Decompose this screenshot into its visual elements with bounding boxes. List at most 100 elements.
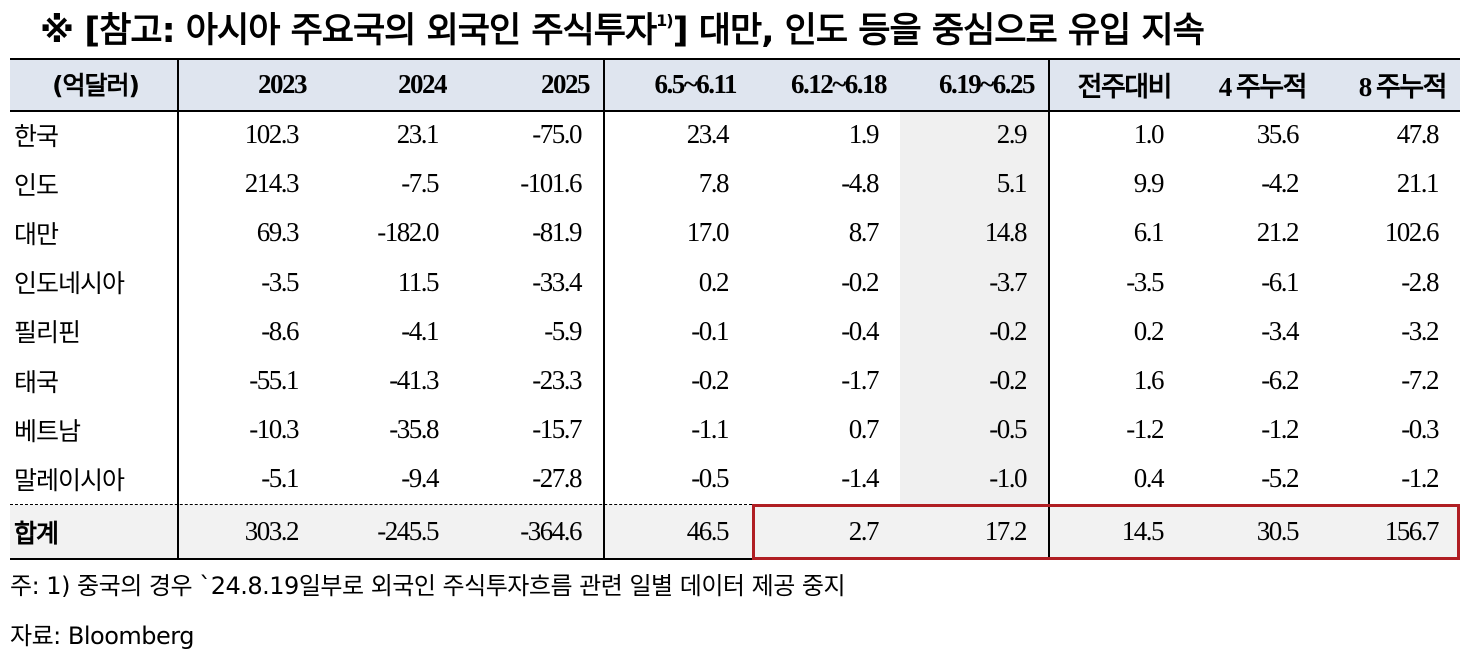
header-cell: 2024	[398, 68, 448, 99]
cell-value: -0.4	[841, 315, 879, 346]
header-cell: 2025	[541, 68, 591, 99]
header-cell: 2023	[258, 68, 308, 99]
footnote: 주: 1) 중국의 경우 `24.8.19일부로 외국인 주식투자흐름 관련 일…	[10, 572, 846, 600]
cell-value: -1.2	[1401, 463, 1439, 494]
cell-value: -5.9	[544, 315, 582, 346]
cell-value: 14.8	[984, 217, 1028, 248]
column-divider	[177, 58, 179, 558]
total-bg	[10, 505, 1460, 558]
cell-value: -1.1	[691, 414, 729, 445]
cell-value: 21.2	[1256, 217, 1300, 248]
highlight-column-bg	[900, 110, 1048, 505]
cell-value: -81.9	[532, 217, 582, 248]
cell-value: 0.2	[1133, 315, 1165, 346]
cell-value: -0.3	[1401, 414, 1439, 445]
total-value: 46.5	[686, 516, 730, 546]
cell-value: -55.1	[249, 365, 299, 396]
rule	[10, 110, 1460, 112]
cell-value: -3.5	[1126, 266, 1164, 297]
cell-value: -3.7	[989, 266, 1027, 297]
cell-value: 8.7	[848, 217, 880, 248]
header-cell: 4 주누적	[1218, 71, 1308, 102]
header-cell: (억달러)	[52, 71, 140, 100]
title: ※ [참고: 아시아 주요국의 외국인 주식투자1)] 대만, 인도 등을 중심…	[40, 2, 1205, 53]
header-cell: 8 주누적	[1358, 71, 1448, 102]
cell-value: -1.4	[841, 463, 879, 494]
cell-value: 6.1	[1133, 217, 1165, 248]
cell-value: -8.6	[261, 315, 299, 346]
cell-value: 0.2	[698, 266, 730, 297]
header-cell: 6.19~6.25	[938, 68, 1036, 99]
cell-value: 7.8	[698, 168, 730, 199]
cell-value: -0.5	[691, 463, 729, 494]
cell-value: -7.2	[1401, 365, 1439, 396]
cell-value: 0.4	[1133, 463, 1165, 494]
column-divider	[603, 58, 605, 558]
cell-value: 69.3	[256, 217, 300, 248]
cell-value: 5.1	[996, 168, 1028, 199]
cell-value: -23.3	[532, 365, 582, 396]
cell-value: -35.8	[389, 414, 439, 445]
header-cell: 6.5~6.11	[654, 68, 737, 99]
cell-value: -0.2	[989, 365, 1027, 396]
cell-value: 1.6	[1133, 365, 1165, 396]
cell-value: 214.3	[244, 168, 300, 199]
cell-value: -3.4	[1261, 315, 1299, 346]
cell-value: -7.5	[401, 168, 439, 199]
cell-value: 2.9	[996, 119, 1028, 150]
cell-value: -1.2	[1261, 414, 1299, 445]
row-label: 베트남	[14, 416, 81, 446]
cell-value: -5.1	[261, 463, 299, 494]
cell-value: -27.8	[532, 463, 582, 494]
total-value: 14.5	[1121, 516, 1165, 546]
cell-value: -101.6	[520, 168, 582, 199]
title-footnote-mark: 1)	[656, 11, 673, 30]
cell-value: -3.5	[261, 266, 299, 297]
cell-value: -0.5	[989, 414, 1027, 445]
cell-value: -1.7	[841, 365, 879, 396]
cell-value: -41.3	[389, 365, 439, 396]
cell-value: -6.1	[1261, 266, 1299, 297]
cell-value: 102.3	[244, 119, 300, 150]
header-cell: 6.12~6.18	[790, 68, 888, 99]
cell-value: 1.0	[1133, 119, 1165, 150]
total-value: -245.5	[377, 516, 439, 546]
cell-value: -0.1	[691, 315, 729, 346]
cell-value: -4.2	[1261, 168, 1299, 199]
cell-value: -0.2	[989, 315, 1027, 346]
cell-value: -1.0	[989, 463, 1027, 494]
cell-value: 21.1	[1396, 168, 1440, 199]
cell-value: 102.6	[1384, 217, 1440, 248]
total-value: 303.2	[244, 516, 300, 546]
cell-value: -15.7	[532, 414, 582, 445]
cell-value: 9.9	[1133, 168, 1165, 199]
total-value: 30.5	[1256, 516, 1300, 546]
row-label: 필리핀	[14, 318, 81, 348]
row-label: 인도	[14, 170, 59, 200]
cell-value: -10.3	[249, 414, 299, 445]
cell-value: -182.0	[377, 217, 439, 248]
header-cell: 전주대비	[1077, 71, 1173, 102]
cell-value: 17.0	[686, 217, 730, 248]
cell-value: 23.4	[686, 119, 730, 150]
rule	[10, 558, 1460, 560]
source: 자료: Bloomberg	[10, 622, 194, 650]
highlight-box	[752, 504, 1460, 560]
total-value: -364.6	[520, 516, 582, 546]
total-value: 17.2	[984, 516, 1028, 546]
cell-value: 11.5	[397, 266, 440, 297]
row-label: 말레이시아	[14, 465, 125, 495]
title-main: ※ [참고: 아시아 주요국의 외국인 주식투자	[40, 11, 657, 51]
rule	[10, 58, 1460, 60]
cell-value: 0.7	[848, 414, 880, 445]
cell-value: -0.2	[841, 266, 879, 297]
total-value: 2.7	[848, 516, 880, 546]
row-label: 한국	[14, 121, 59, 151]
cell-value: -0.2	[691, 365, 729, 396]
cell-value: -6.2	[1261, 365, 1299, 396]
cell-value: -2.8	[1401, 266, 1439, 297]
cell-value: 23.1	[396, 119, 440, 150]
cell-value: 35.6	[1256, 119, 1300, 150]
row-label: 대만	[14, 219, 59, 249]
